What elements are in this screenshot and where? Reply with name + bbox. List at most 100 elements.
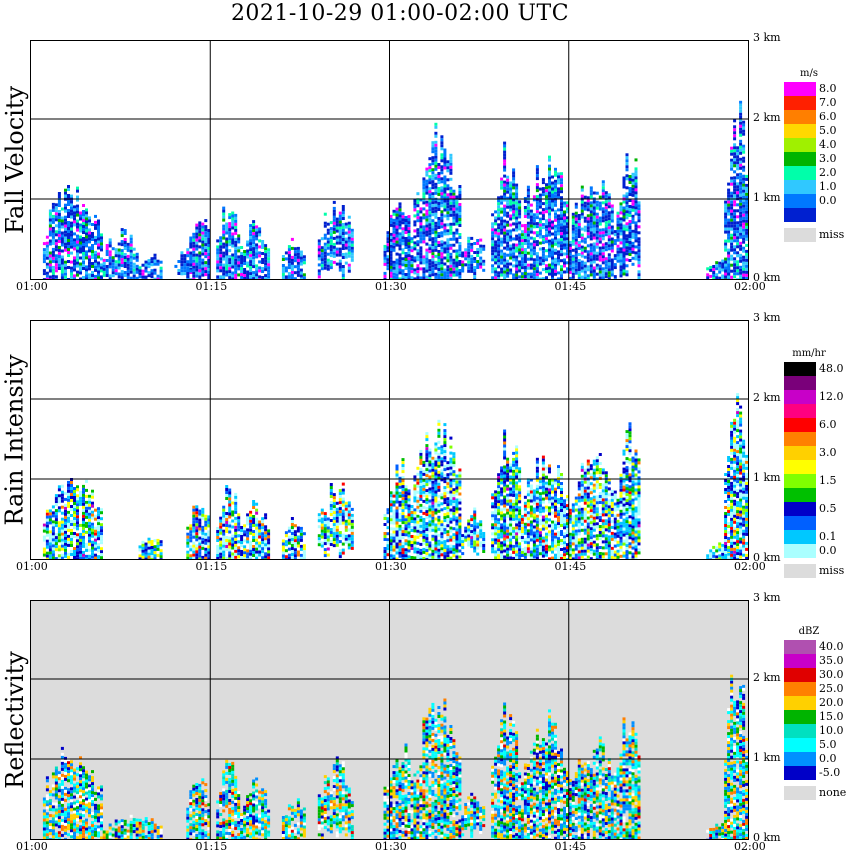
echo-cell bbox=[395, 494, 399, 498]
echo-cell bbox=[736, 242, 740, 246]
echo-cell bbox=[520, 242, 524, 246]
echo-cell bbox=[249, 248, 253, 252]
echo-cell bbox=[389, 238, 393, 242]
echo-cell bbox=[733, 203, 737, 207]
echo-cell bbox=[264, 262, 268, 266]
echo-cell bbox=[64, 536, 67, 540]
echo-cell bbox=[234, 531, 238, 535]
echo-cell bbox=[201, 225, 205, 229]
echo-cell bbox=[419, 482, 423, 486]
echo-cell bbox=[625, 213, 629, 217]
echo-cell bbox=[545, 189, 548, 193]
echo-cell bbox=[64, 497, 67, 501]
echo-cell bbox=[94, 223, 97, 227]
echo-cell bbox=[419, 557, 423, 559]
echo-cell bbox=[431, 231, 435, 235]
echo-cell bbox=[231, 217, 235, 221]
echo-cell bbox=[60, 529, 64, 533]
echo-cell bbox=[338, 501, 342, 505]
echo-cell bbox=[249, 522, 253, 526]
echo-cell bbox=[216, 245, 220, 249]
echo-cell bbox=[413, 529, 417, 533]
echo-cell bbox=[634, 185, 638, 189]
echo-cell bbox=[431, 483, 435, 487]
echo-cell bbox=[428, 505, 432, 509]
echo-cell bbox=[404, 240, 408, 243]
echo-cell bbox=[398, 226, 402, 230]
echo-cell bbox=[512, 273, 516, 277]
echo-cell bbox=[434, 493, 438, 497]
echo-cell bbox=[326, 237, 330, 241]
echo-cell bbox=[622, 200, 626, 204]
echo-cell bbox=[88, 237, 91, 241]
echo-cell bbox=[201, 525, 205, 529]
echo-cell bbox=[610, 261, 614, 265]
echo-cell bbox=[398, 524, 402, 528]
echo-cell bbox=[634, 209, 638, 213]
echo-cell bbox=[494, 234, 498, 238]
echo-cell bbox=[76, 249, 79, 253]
echo-cell bbox=[207, 521, 211, 525]
echo-cell bbox=[243, 551, 247, 555]
echo-cell bbox=[413, 235, 417, 239]
echo-cell bbox=[192, 262, 196, 266]
echo-cell bbox=[410, 508, 414, 511]
echo-cell bbox=[392, 275, 396, 279]
echo-cell bbox=[323, 539, 327, 543]
echo-cell bbox=[476, 251, 480, 254]
echo-cell bbox=[54, 524, 58, 528]
echo-cell bbox=[431, 207, 435, 211]
echo-cell bbox=[709, 268, 713, 272]
echo-cell bbox=[108, 265, 112, 269]
echo-cell bbox=[545, 222, 548, 226]
echo-cell bbox=[398, 491, 402, 495]
echo-cell bbox=[290, 535, 294, 538]
echo-cell bbox=[338, 549, 342, 553]
missing-label: miss bbox=[819, 228, 845, 241]
echo-cell bbox=[500, 210, 504, 214]
echo-cell bbox=[100, 266, 103, 270]
echo-cell bbox=[88, 536, 91, 540]
echo-cell bbox=[545, 204, 548, 208]
echo-cell bbox=[568, 240, 572, 244]
echo-cell bbox=[246, 261, 250, 265]
echo-cell bbox=[595, 257, 599, 261]
echo-cell bbox=[625, 240, 629, 244]
echo-cell bbox=[73, 256, 76, 260]
echo-cell bbox=[548, 176, 551, 180]
echo-cell bbox=[538, 196, 542, 200]
echo-cell bbox=[416, 213, 420, 217]
echo-cell bbox=[509, 190, 513, 194]
echo-cell bbox=[323, 266, 327, 270]
echo-cell bbox=[458, 218, 462, 221]
echo-cell bbox=[416, 273, 420, 277]
echo-cell bbox=[557, 253, 560, 257]
echo-cell bbox=[416, 472, 420, 476]
echo-cell bbox=[425, 525, 429, 529]
echo-cell bbox=[470, 266, 474, 270]
echo-cell bbox=[437, 163, 441, 166]
echo-cell bbox=[419, 503, 423, 507]
echo-cell bbox=[237, 246, 241, 250]
echo-cell bbox=[228, 497, 232, 501]
echo-cell bbox=[76, 255, 79, 259]
echo-cell bbox=[234, 264, 238, 268]
echo-cell bbox=[416, 252, 420, 256]
echo-cell bbox=[440, 264, 444, 268]
echo-cell bbox=[207, 247, 211, 250]
echo-cell bbox=[739, 118, 743, 122]
echo-cell bbox=[557, 214, 560, 218]
echo-cell bbox=[395, 207, 399, 211]
echo-cell bbox=[293, 271, 297, 275]
echo-cell bbox=[601, 237, 605, 241]
echo-cell bbox=[85, 557, 88, 559]
echo-cell bbox=[70, 544, 73, 547]
echo-cell bbox=[85, 241, 88, 245]
echo-cell bbox=[120, 234, 124, 238]
echo-cell bbox=[449, 273, 453, 277]
echo-cell bbox=[234, 246, 238, 250]
echo-cell bbox=[76, 509, 79, 513]
echo-cell bbox=[616, 244, 620, 248]
echo-cell bbox=[733, 119, 737, 123]
echo-cell bbox=[237, 516, 241, 520]
